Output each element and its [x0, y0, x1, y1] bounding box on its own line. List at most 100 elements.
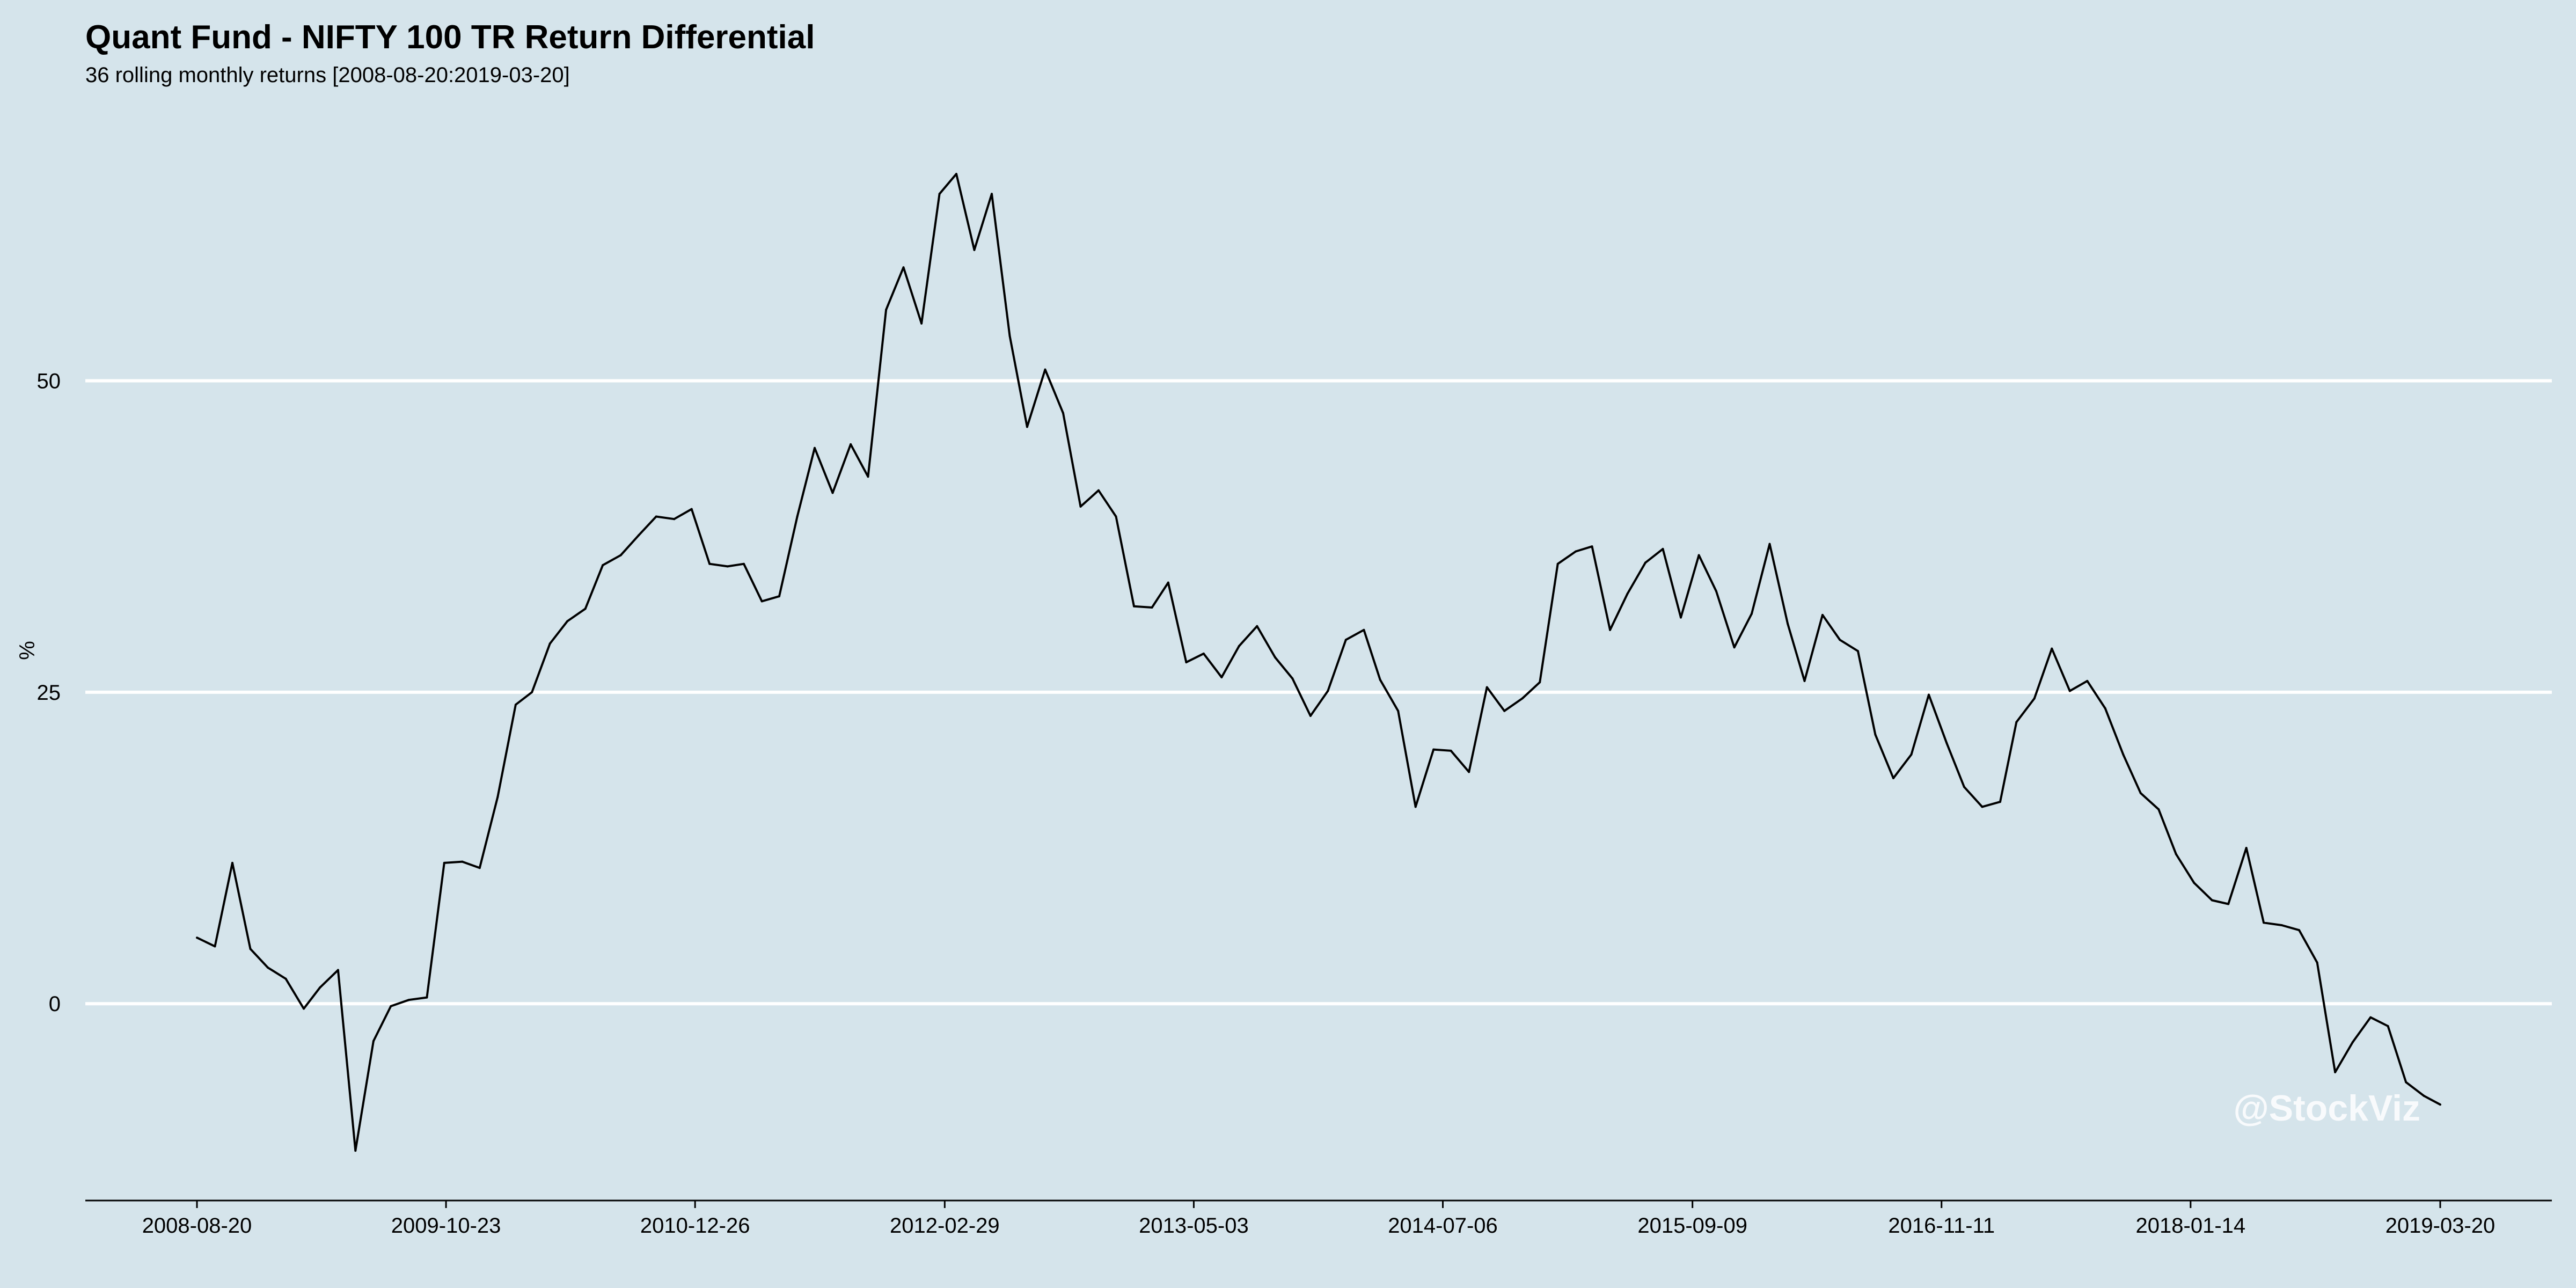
data-point	[760, 600, 763, 603]
data-point	[1839, 639, 1841, 641]
series-line	[196, 173, 2441, 1152]
data-point	[1697, 554, 1700, 557]
data-point	[1133, 605, 1135, 608]
data-point	[496, 795, 499, 798]
data-point	[1327, 690, 1329, 692]
x-tick-label: 2016-11-11	[1888, 1214, 1995, 1238]
data-point	[602, 564, 604, 567]
data-point	[1238, 645, 1240, 647]
data-point	[249, 948, 252, 950]
data-point	[1787, 623, 1789, 625]
data-point	[1291, 677, 1294, 680]
data-point	[2227, 903, 2230, 905]
data-point	[1751, 612, 1753, 615]
data-point	[1928, 693, 1930, 696]
data-point	[1821, 613, 1824, 616]
chart-title: Quant Fund - NIFTY 100 TR Return Differe…	[85, 19, 815, 56]
data-point	[867, 475, 869, 478]
y-tick-label: 0	[49, 992, 61, 1016]
data-point	[214, 945, 216, 948]
y-tick-label: 25	[37, 681, 61, 705]
data-point	[1151, 606, 1153, 609]
data-point	[319, 986, 321, 989]
data-point	[1945, 742, 1948, 744]
data-point	[1485, 686, 1488, 689]
data-point	[2316, 961, 2318, 964]
y-axis-ticks: 0 25 50	[37, 369, 61, 1016]
data-point	[1363, 628, 1365, 631]
data-point	[1115, 515, 1117, 518]
data-point	[619, 554, 622, 557]
x-tick-label: 2008-08-20	[142, 1214, 252, 1238]
data-point	[2298, 929, 2301, 932]
data-point	[1432, 748, 1435, 751]
x-axis-ticks: 2008-08-20 2009-10-23 2010-12-26 2012-02-29…	[142, 1201, 2495, 1238]
data-point	[2263, 921, 2265, 924]
data-point	[1026, 426, 1028, 428]
data-point	[336, 969, 339, 971]
data-point	[1715, 590, 1717, 592]
watermark: @StockViz	[2234, 1088, 2421, 1129]
data-point	[1044, 368, 1046, 371]
x-tick-label: 2009-10-23	[391, 1214, 501, 1238]
data-point	[1202, 652, 1205, 655]
data-point	[514, 704, 517, 706]
data-point	[354, 1150, 357, 1152]
data-point	[2405, 1081, 2407, 1084]
data-point	[267, 966, 269, 969]
data-point	[1468, 771, 1470, 773]
data-point	[2439, 1103, 2441, 1106]
data-point	[1556, 562, 1559, 565]
data-point	[796, 515, 799, 518]
grid-lines	[85, 379, 2552, 1006]
data-point	[2387, 1025, 2389, 1027]
data-point	[1910, 753, 1913, 756]
data-point	[284, 977, 287, 980]
data-point	[1008, 334, 1011, 337]
data-point	[1733, 646, 1736, 649]
data-point	[2175, 853, 2177, 855]
data-point	[850, 443, 852, 445]
data-point	[1309, 714, 1312, 717]
data-point	[885, 309, 888, 311]
data-point	[743, 562, 745, 565]
data-point	[2104, 707, 2106, 709]
data-point	[2245, 847, 2248, 849]
data-point	[407, 999, 410, 1001]
data-point	[2211, 899, 2213, 902]
data-point	[831, 492, 834, 494]
data-point	[1450, 749, 1452, 752]
data-point	[461, 860, 464, 863]
data-point	[1167, 581, 1169, 584]
data-point	[1857, 650, 1859, 653]
data-point	[1379, 678, 1381, 681]
data-point	[2033, 697, 2036, 700]
data-point	[584, 608, 587, 610]
data-point	[443, 861, 445, 864]
data-point	[1256, 625, 1258, 627]
y-axis-label: %	[16, 641, 39, 660]
data-point	[1662, 547, 1664, 550]
data-point	[2068, 690, 2071, 692]
data-point	[920, 322, 923, 325]
data-point	[973, 248, 976, 251]
data-point	[1680, 616, 1682, 619]
data-point	[1521, 697, 1524, 700]
data-point	[1185, 661, 1188, 664]
data-point	[231, 861, 233, 864]
x-tick-label: 2012-02-29	[890, 1214, 1000, 1238]
data-point	[814, 447, 816, 449]
series-points	[196, 173, 2441, 1152]
data-point	[1274, 656, 1276, 658]
data-point	[1062, 412, 1064, 414]
data-point	[778, 595, 780, 598]
data-point	[548, 642, 551, 645]
data-point	[2122, 753, 2125, 756]
data-point	[938, 193, 941, 195]
data-point	[2423, 1095, 2425, 1097]
data-point	[2015, 721, 2018, 723]
data-point	[1803, 679, 1806, 682]
data-point	[426, 996, 428, 999]
data-point	[673, 518, 676, 521]
